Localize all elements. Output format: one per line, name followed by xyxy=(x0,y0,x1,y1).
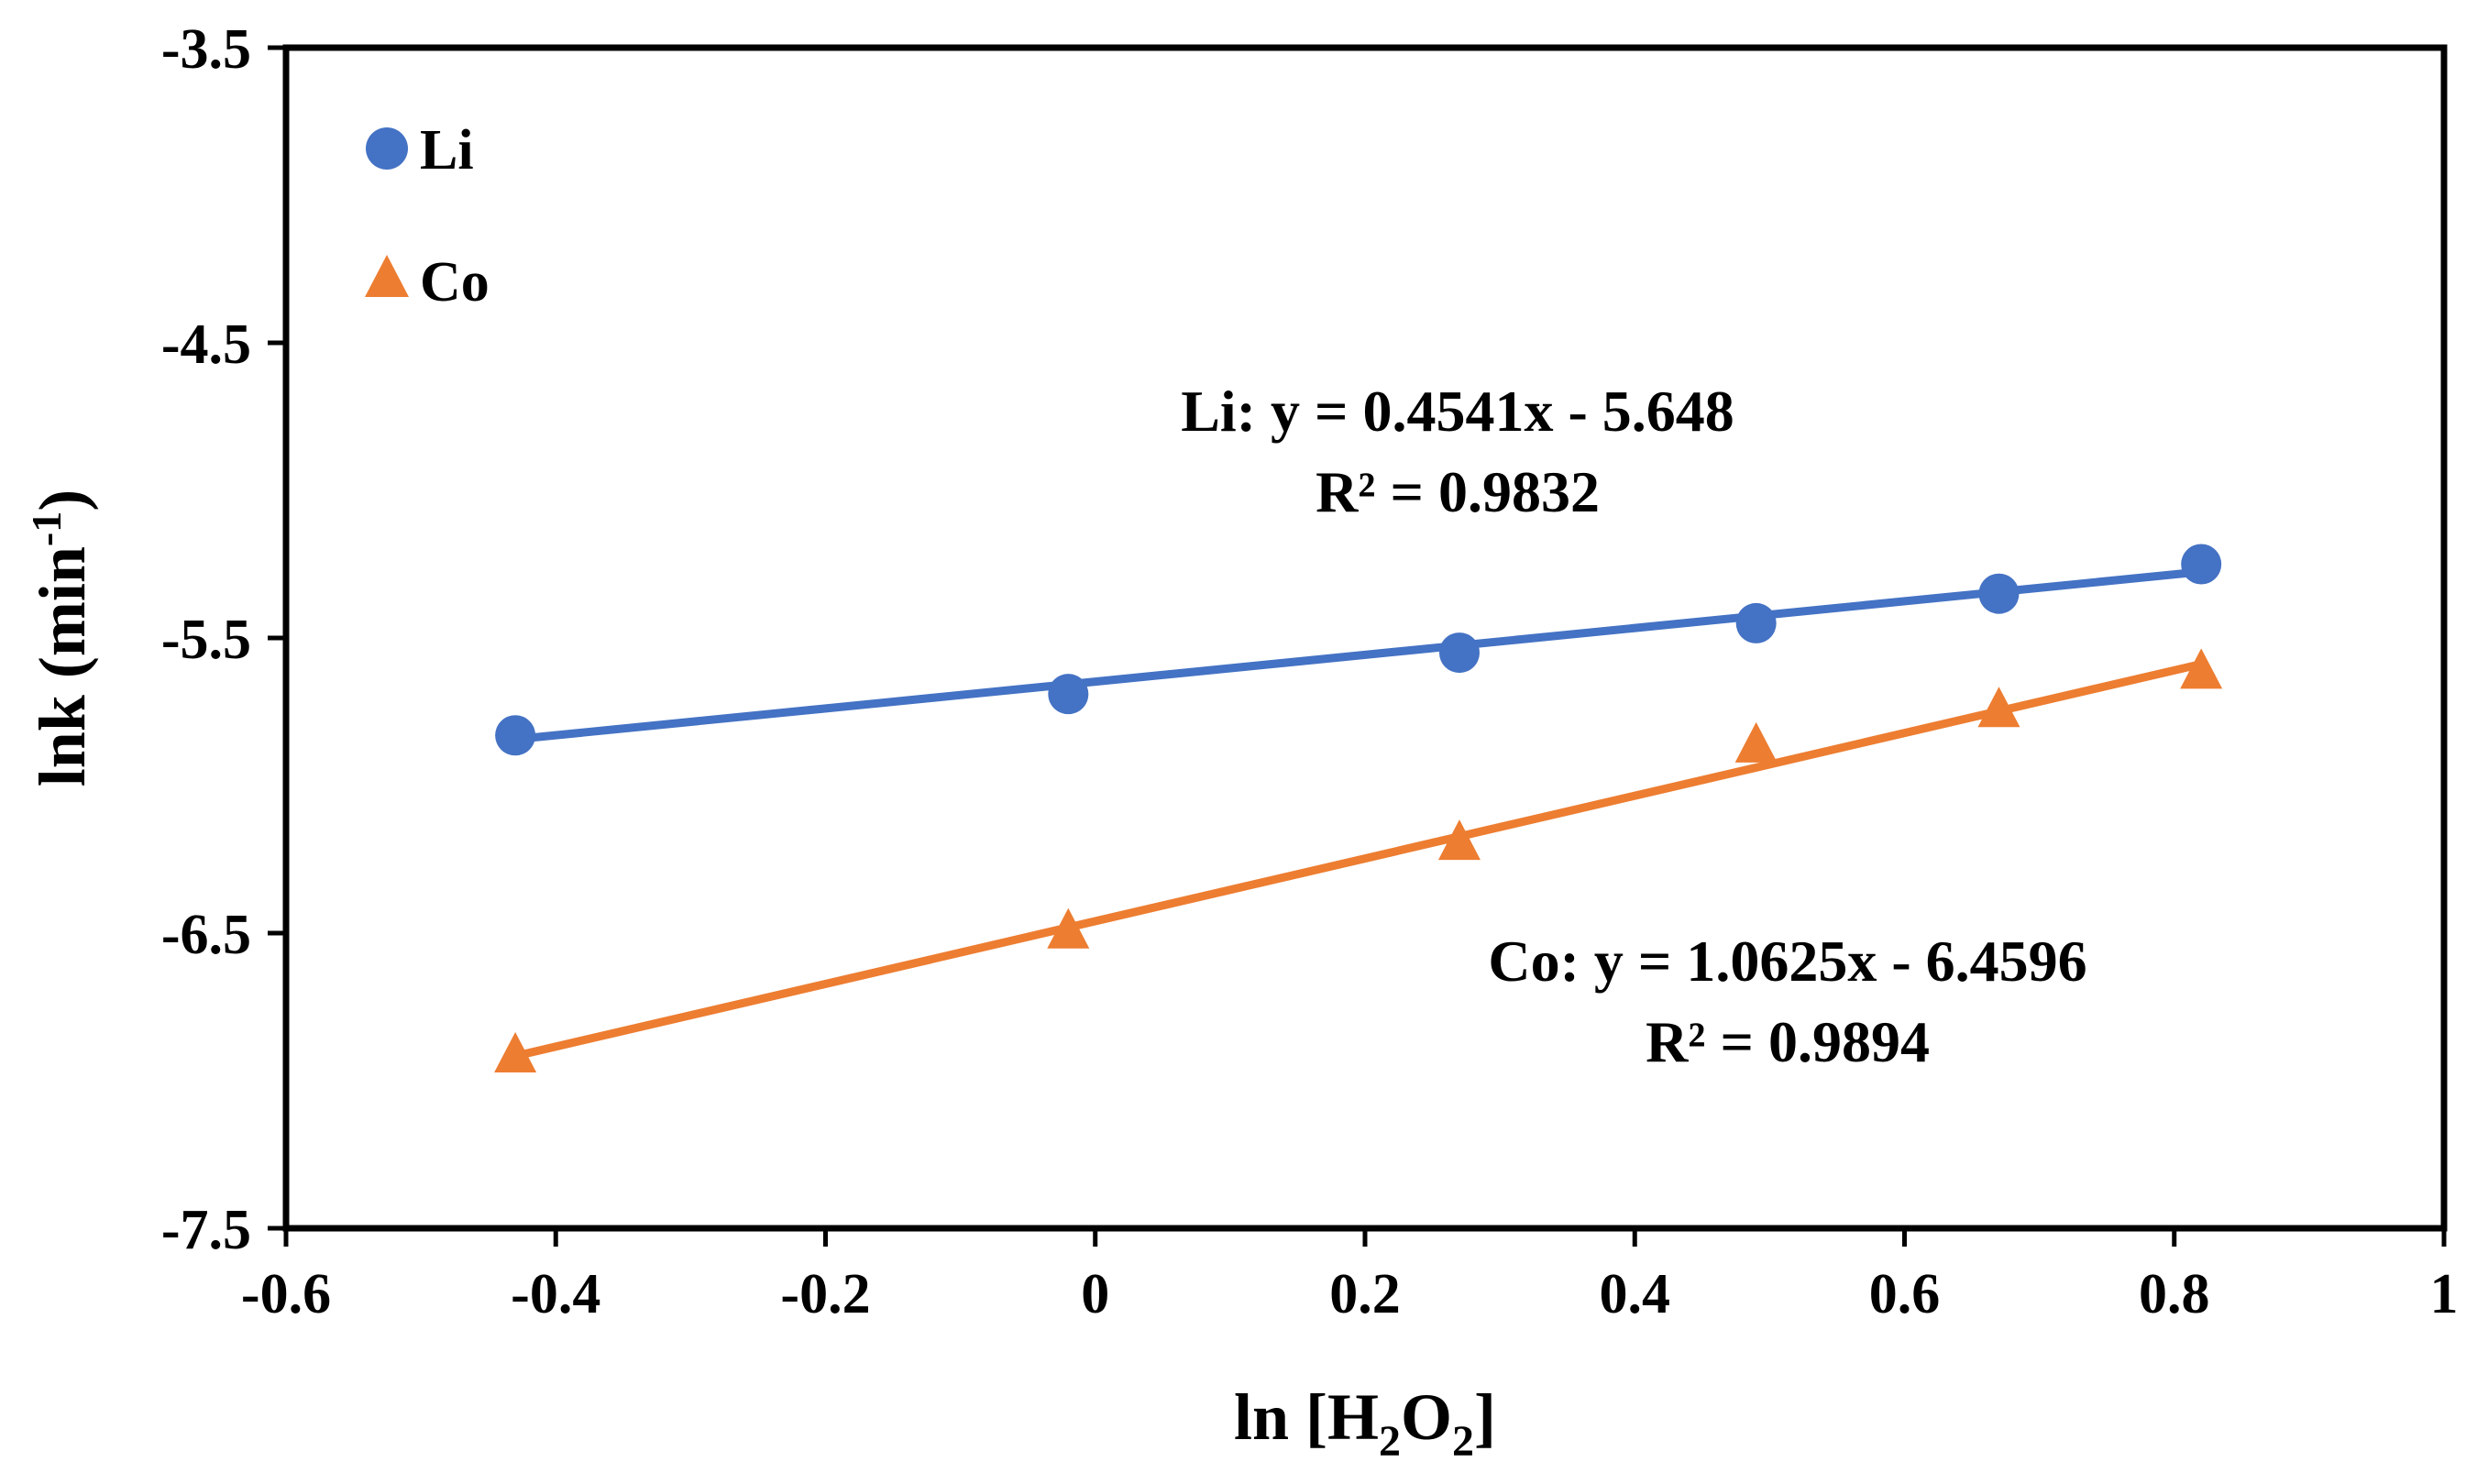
y-tick-label: -5.5 xyxy=(161,609,251,671)
legend-label: Co xyxy=(420,251,490,313)
x-tick-label: -0.6 xyxy=(241,1263,331,1325)
x-tick-label: 1 xyxy=(2430,1263,2459,1325)
x-tick-label: -0.4 xyxy=(511,1263,600,1325)
trendline-equation: Li: y = 0.4541x - 5.648 xyxy=(1181,379,1734,444)
data-point-li xyxy=(1438,632,1480,674)
trendline-equation: Co: y = 1.0625x - 6.4596 xyxy=(1488,929,2086,994)
legend-marker-circle xyxy=(366,127,408,170)
r-squared: R² = 0.9832 xyxy=(1316,459,1600,524)
data-point-li xyxy=(2181,544,2222,585)
data-point-li xyxy=(1735,602,1777,643)
legend-label: Li xyxy=(420,119,474,181)
data-point-co xyxy=(1977,687,2020,728)
equation-li: Li: y = 0.4541x - 5.648 R² = 0.9832 xyxy=(1181,379,1734,524)
data-point-li xyxy=(1978,573,2020,614)
y-tick-label: -4.5 xyxy=(161,313,251,376)
axis-ticks: -0.6 -0.4 -0.2 0 0.2 0.4 0.6 0.8 1 -3.5 -4.5 -5.5 -6… xyxy=(161,18,2459,1325)
trendline-equations: Li: y = 0.4541x - 5.648 R² = 0.9832 Co: y … xyxy=(1181,379,2086,1074)
data-point-co xyxy=(1437,819,1481,861)
data-point-li xyxy=(1048,674,1089,715)
legend-item-li: Li xyxy=(366,119,474,181)
data-points xyxy=(494,544,2223,1072)
y-axis-label: lnk (min-1) xyxy=(23,489,99,786)
x-tick-label: 0.2 xyxy=(1329,1263,1401,1325)
y-tick-label: -6.5 xyxy=(161,904,251,966)
x-axis-label: ln [H2O2] xyxy=(1234,1380,1496,1466)
r-squared: R² = 0.9894 xyxy=(1646,1009,1930,1074)
x-tick-label: -0.2 xyxy=(780,1263,870,1325)
data-point-li xyxy=(495,715,536,756)
legend: Li Co xyxy=(365,119,490,313)
data-point-co xyxy=(1734,721,1778,763)
x-tick-label: 0.4 xyxy=(1600,1263,1671,1325)
y-tick-label: -3.5 xyxy=(161,18,251,81)
legend-item-co: Co xyxy=(365,251,490,313)
equation-co: Co: y = 1.0625x - 6.4596 R² = 0.9894 xyxy=(1488,929,2086,1074)
trendline-li xyxy=(514,567,2202,744)
y-tick-label: -7.5 xyxy=(161,1199,251,1261)
data-point-co xyxy=(494,1031,537,1072)
data-point-co xyxy=(1047,907,1090,949)
data-point-co xyxy=(2180,648,2223,689)
x-tick-label: 0.8 xyxy=(2139,1263,2210,1325)
x-tick-label: 0.6 xyxy=(1869,1263,1941,1325)
trendline-co xyxy=(514,660,2203,1061)
x-tick-label: 0 xyxy=(1081,1263,1109,1325)
trendlines xyxy=(514,567,2203,1061)
legend-marker-triangle xyxy=(365,255,409,297)
